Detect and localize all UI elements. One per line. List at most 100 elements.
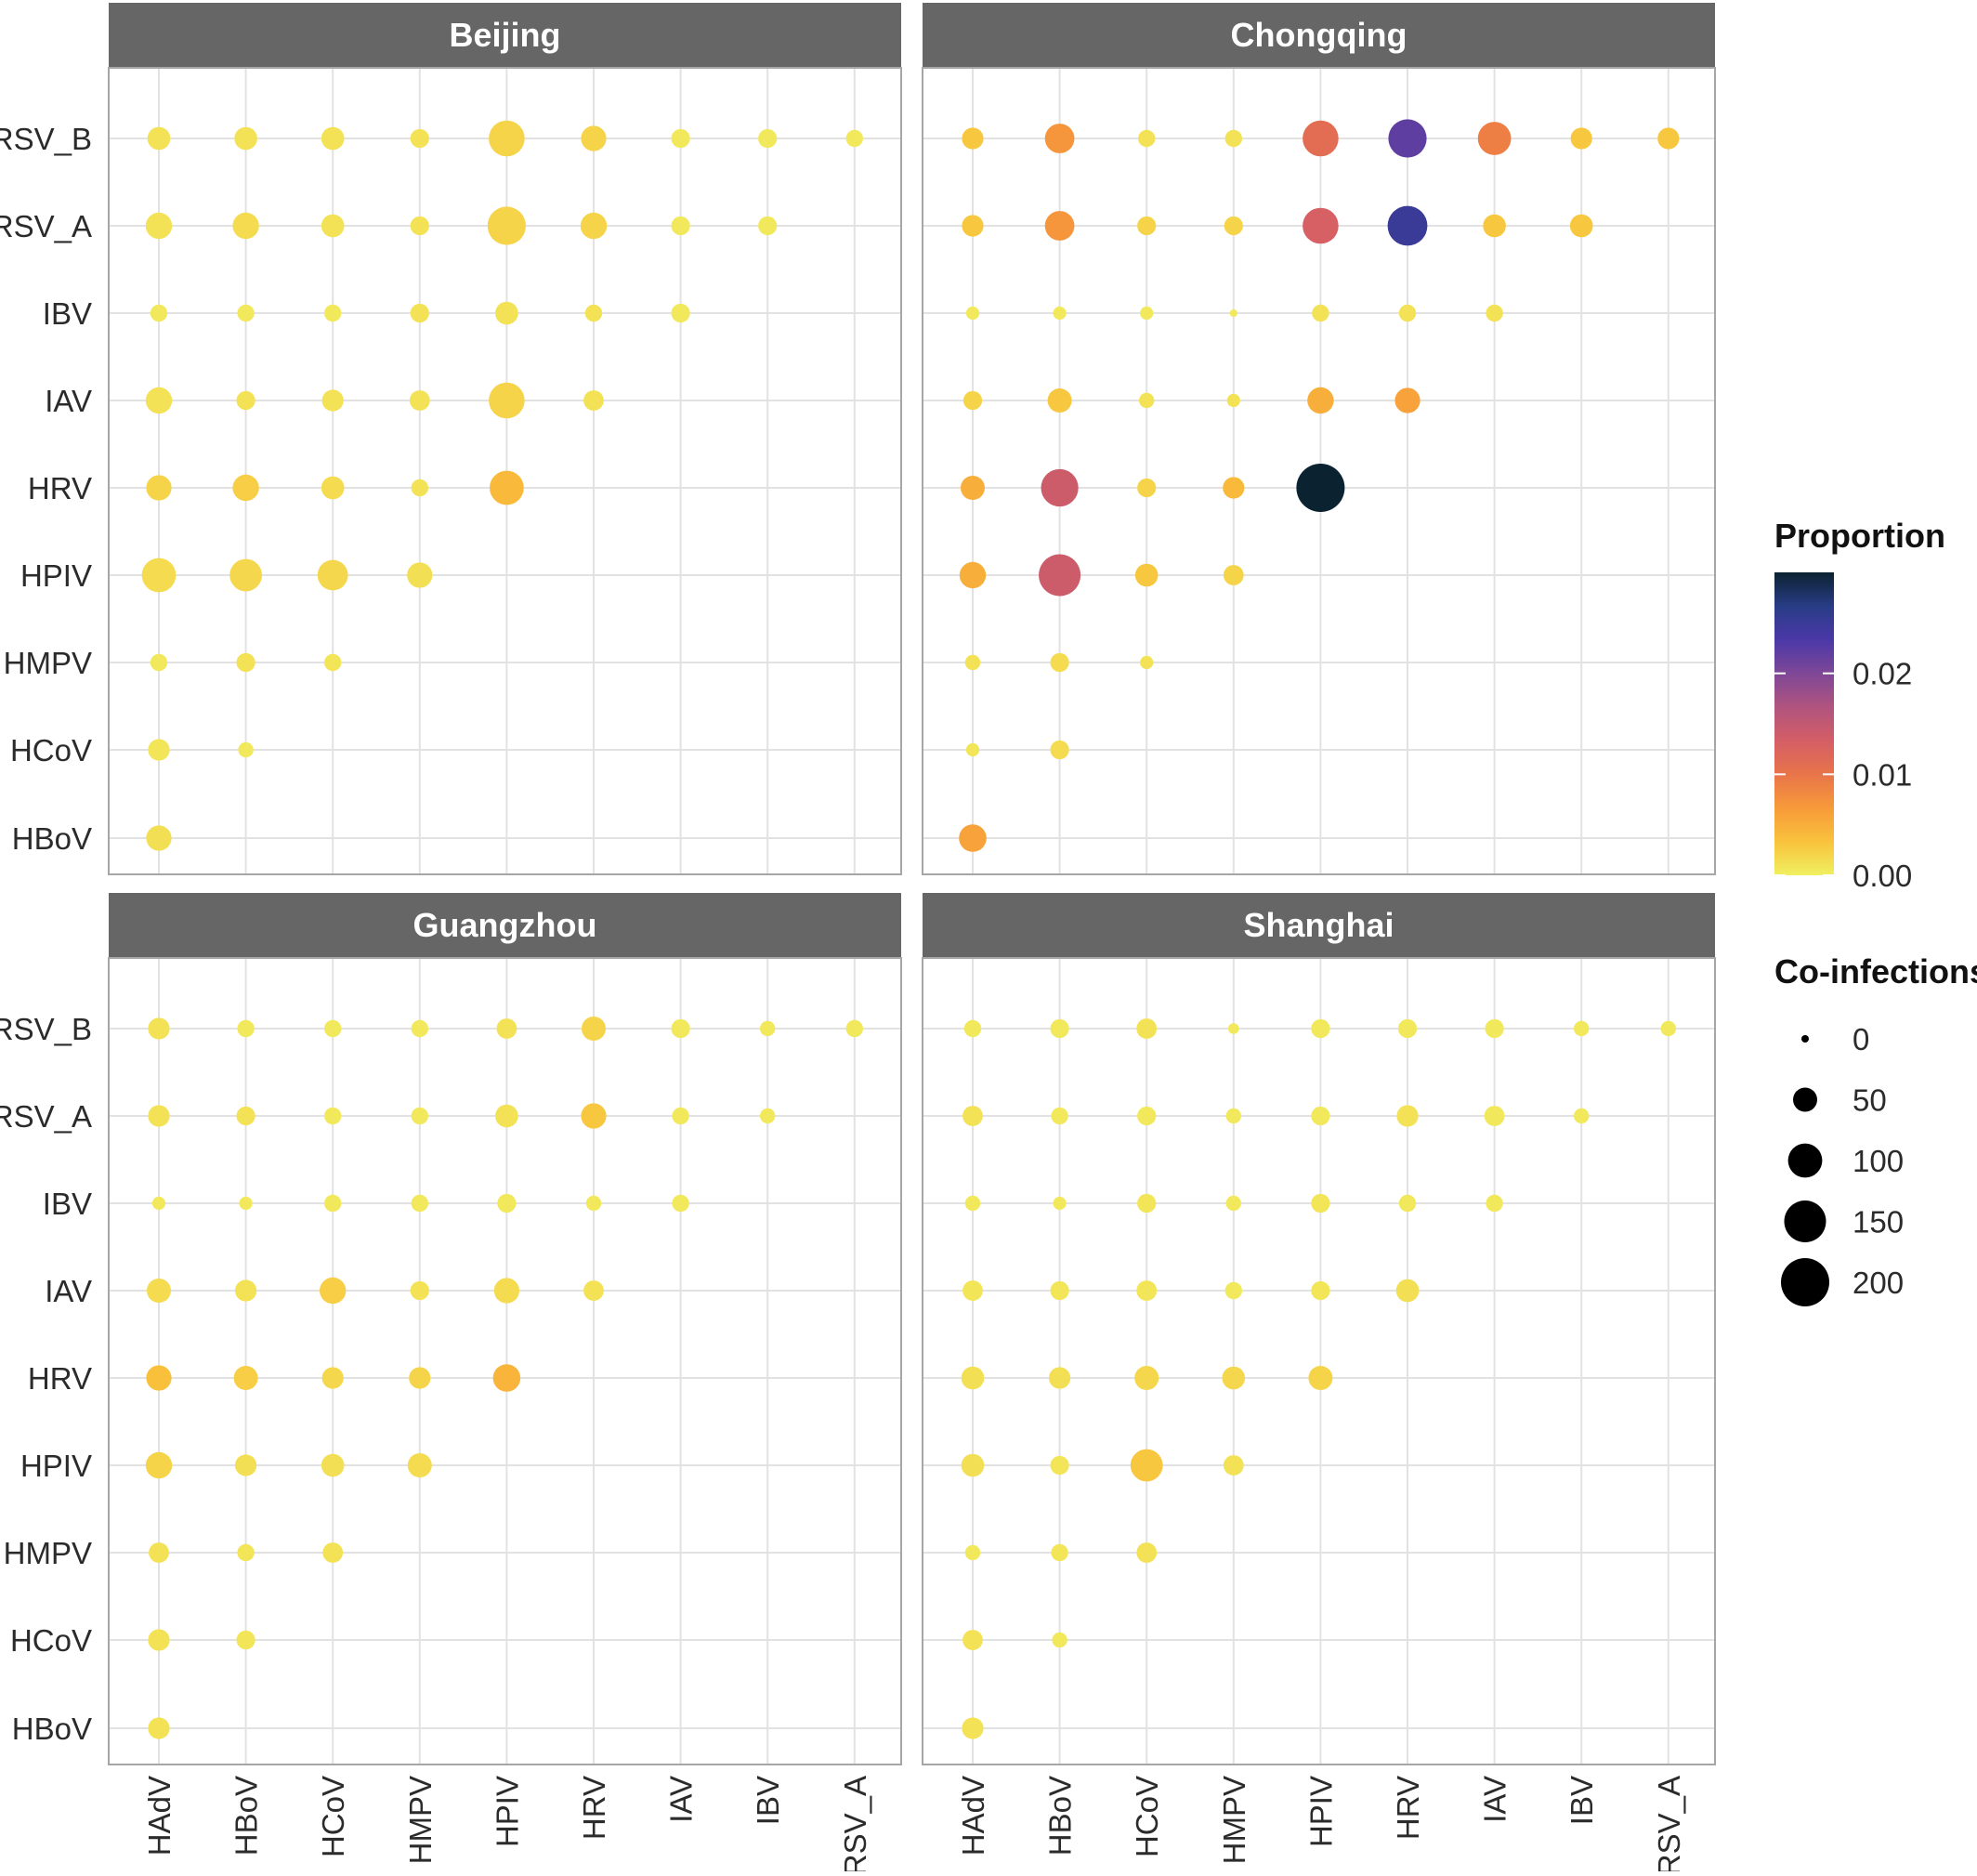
bubble-hbov-iav: [236, 390, 255, 411]
bubble-iav-ibv: [1486, 1194, 1503, 1213]
y-tick-label: HMPV: [4, 1536, 92, 1570]
bubble-hmpv-hpiv: [1223, 1455, 1244, 1476]
bubble-hbov-iav: [1050, 1280, 1069, 1301]
bubble-hpiv-rsv_a: [495, 1104, 518, 1128]
bubble-hadv-hmpv: [964, 654, 981, 671]
bubble-hrv-ibv: [1398, 1194, 1417, 1213]
size-legend-label: 150: [1853, 1205, 1904, 1240]
bubble-ibv-rsv_a: [1574, 1108, 1590, 1124]
bubble-iav-rsv_b: [671, 1018, 690, 1039]
bubble-hpiv-rsv_b: [496, 1018, 517, 1039]
x-tick-label: IBV: [1565, 1776, 1599, 1825]
bubble-hmpv-ibv: [411, 1194, 428, 1213]
gridlines: [109, 958, 901, 1764]
bubble-hpiv-hrv: [1308, 1366, 1333, 1390]
bubble-hcov-hrv: [321, 1367, 344, 1389]
bubble-rsv_a-rsv_b: [845, 1019, 863, 1038]
bubble-hcov-hmpv: [324, 653, 342, 672]
panel-title: Beijing: [449, 16, 560, 54]
bubble-hmpv-rsv_b: [1224, 129, 1243, 148]
y-tick-label: IAV: [45, 1274, 92, 1308]
bubble-hcov-ibv: [1137, 1193, 1157, 1213]
bubble-hpiv-rsv_a: [487, 206, 527, 245]
bubble-hpiv-rsv_a: [1303, 207, 1339, 244]
bubble-hcov-hpiv: [1130, 1449, 1163, 1482]
x-tick-label: HPIV: [1303, 1776, 1338, 1847]
bubble-hbov-hmpv: [1051, 1543, 1068, 1562]
bubble-hadv-hmpv: [964, 1544, 981, 1561]
bubble-hbov-hrv: [1041, 468, 1079, 507]
panel-border: [922, 67, 1716, 875]
bubble-hbov-hcov: [1050, 740, 1069, 760]
bubble-hrv-rsv_b: [582, 1017, 606, 1041]
bubble-ibv-rsv_b: [758, 128, 778, 149]
bubble-hmpv-iav: [410, 1280, 429, 1301]
bubble-hbov-hmpv: [1050, 652, 1069, 673]
bubble-hadv-hbov: [962, 1717, 984, 1739]
bubble-hrv-iav: [583, 1280, 604, 1301]
bubble-hcov-hpiv: [317, 559, 348, 591]
bubble-hbov-hpiv: [1050, 1455, 1069, 1476]
bubble-hadv-hpiv: [961, 1453, 985, 1477]
bubble-hbov-ibv: [237, 304, 255, 322]
bubble-hpiv-iav: [489, 382, 525, 419]
bubble-hadv-hcov: [148, 1629, 170, 1651]
x-tick-label: HAdV: [956, 1776, 990, 1856]
panel-border: [108, 957, 902, 1765]
bubble-ibv-rsv_b: [1570, 127, 1592, 150]
y-tick-label: RSV_A: [0, 209, 92, 243]
bubbles: [141, 120, 863, 851]
x-tick-label: IBV: [751, 1776, 785, 1825]
bubble-hmpv-hpiv: [407, 562, 433, 588]
bubble-iav-rsv_b: [1485, 1018, 1504, 1039]
bubble-hadv-iav: [962, 390, 983, 411]
y-tick-label: IAV: [45, 384, 92, 418]
bubble-hcov-hmpv: [1136, 1542, 1158, 1563]
bubble-hadv-ibv: [151, 1196, 166, 1211]
panel-strip: [923, 893, 1715, 958]
bubble-hpiv-hrv: [492, 1364, 521, 1392]
bubble-hpiv-rsv_b: [1303, 120, 1339, 157]
bubble-iav-rsv_b: [1477, 122, 1512, 155]
bubble-hbov-rsv_b: [237, 1019, 255, 1038]
bubble-hadv-iav: [145, 387, 173, 414]
bubble-hcov-iav: [1136, 1280, 1158, 1301]
panel-border: [922, 957, 1716, 1765]
bubble-hadv-rsv_a: [145, 212, 173, 240]
bubbles: [961, 1018, 1677, 1739]
gridlines: [923, 958, 1715, 1764]
bubble-hadv-hpiv: [959, 561, 987, 589]
size-legend-label: 50: [1853, 1083, 1887, 1118]
x-tick-label: HAdV: [142, 1776, 177, 1856]
bubble-hadv-hbov: [959, 824, 987, 852]
bubble-hcov-rsv_b: [324, 1019, 342, 1038]
bubble-iav-rsv_a: [672, 1107, 689, 1125]
bubble-hcov-hrv: [1134, 1366, 1159, 1390]
bubble-hbov-ibv: [1053, 1196, 1067, 1211]
x-tick-label: IAV: [1478, 1776, 1512, 1823]
bubbles: [145, 1017, 863, 1739]
bubble-ibv-rsv_b: [760, 1020, 776, 1037]
color-legend-label: 0.00: [1853, 859, 1912, 893]
y-tick-label: HBoV: [12, 821, 92, 856]
size-legend-key: [1781, 1258, 1829, 1306]
bubble-hbov-rsv_b: [1044, 124, 1075, 153]
bubble-iav-rsv_a: [671, 216, 690, 236]
bubble-hcov-rsv_b: [1136, 1018, 1158, 1039]
panel-beijing: Beijing HBoV HCoV HMPV HPIV HRV IAV IBV RSV_A RSV…: [0, 3, 902, 875]
x-tick-label: RSV_A: [838, 1776, 872, 1871]
bubble-hpiv-ibv: [495, 301, 518, 325]
bubble-hadv-hcov: [965, 742, 980, 757]
x-tick-label: HMPV: [403, 1776, 438, 1864]
y-tick-label: HCoV: [10, 1623, 92, 1658]
bubble-hpiv-hrv: [1296, 464, 1345, 512]
bubbles: [959, 119, 1680, 852]
bubble-hrv-ibv: [1398, 304, 1417, 322]
bubble-hcov-ibv: [1140, 306, 1154, 321]
size-legend-key: [1787, 1143, 1823, 1178]
bubble-hmpv-rsv_b: [410, 128, 429, 149]
bubble-hadv-rsv_a: [148, 1105, 170, 1127]
bubble-hadv-hmpv: [149, 1542, 169, 1563]
